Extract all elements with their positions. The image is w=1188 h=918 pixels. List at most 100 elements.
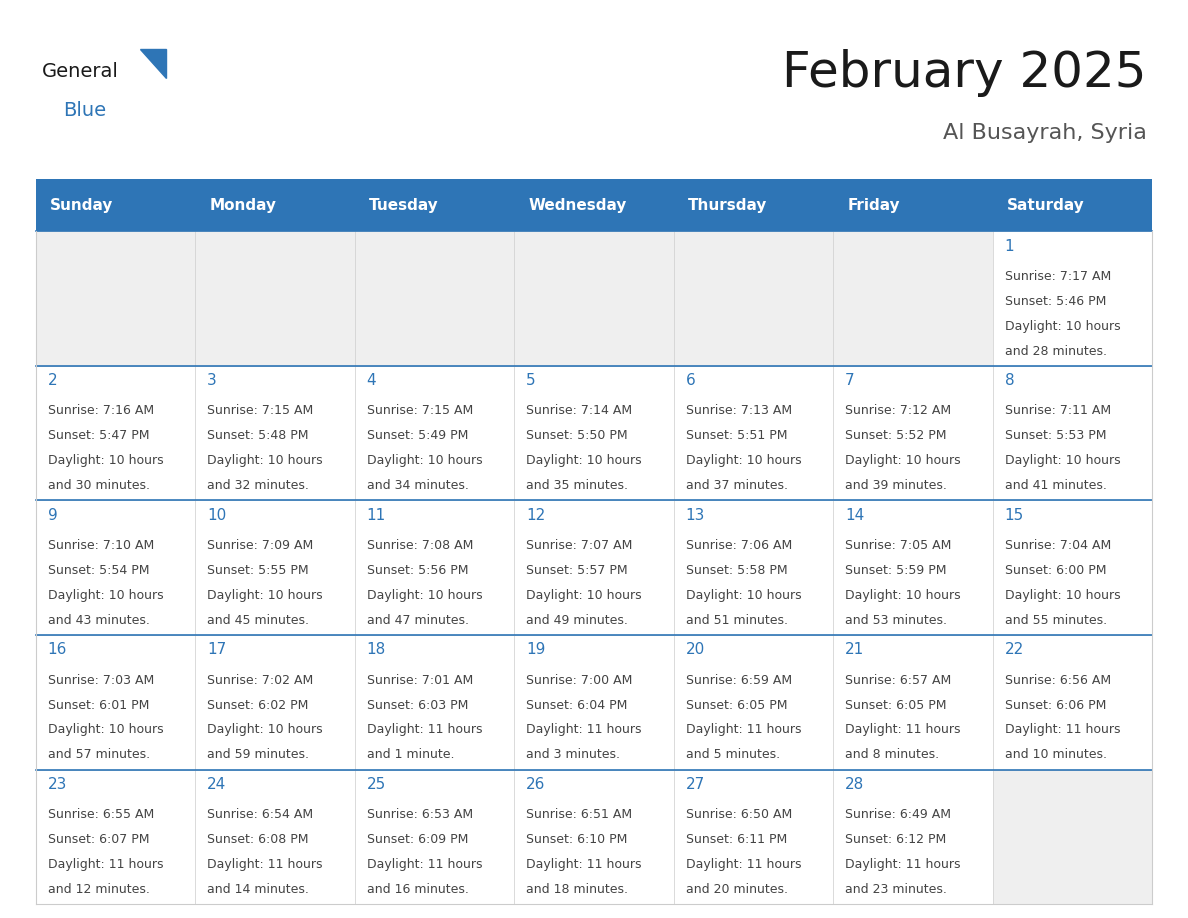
- Text: Thursday: Thursday: [688, 197, 767, 213]
- Text: Sunset: 6:10 PM: Sunset: 6:10 PM: [526, 834, 627, 846]
- Text: Sunset: 6:05 PM: Sunset: 6:05 PM: [845, 699, 947, 711]
- Bar: [514, 635, 674, 769]
- Text: Daylight: 11 hours: Daylight: 11 hours: [48, 858, 163, 871]
- Text: 4: 4: [367, 374, 377, 388]
- Text: Sunset: 6:02 PM: Sunset: 6:02 PM: [207, 699, 309, 711]
- Bar: [993, 635, 1152, 769]
- Bar: [833, 366, 993, 500]
- Text: 14: 14: [845, 508, 865, 523]
- Text: and 16 minutes.: and 16 minutes.: [367, 883, 468, 896]
- Text: Sunset: 5:46 PM: Sunset: 5:46 PM: [1005, 295, 1106, 308]
- Text: and 41 minutes.: and 41 minutes.: [1005, 479, 1106, 492]
- Text: 2: 2: [48, 374, 57, 388]
- Text: Sunset: 5:57 PM: Sunset: 5:57 PM: [526, 564, 627, 577]
- Text: and 23 minutes.: and 23 minutes.: [845, 883, 947, 896]
- Bar: [355, 769, 514, 904]
- Bar: [36, 366, 195, 500]
- Bar: [993, 366, 1152, 500]
- Text: Sunrise: 7:15 AM: Sunrise: 7:15 AM: [207, 405, 314, 418]
- Text: 15: 15: [1005, 508, 1024, 523]
- Text: Wednesday: Wednesday: [529, 197, 627, 213]
- Text: Daylight: 11 hours: Daylight: 11 hours: [845, 858, 961, 871]
- Text: Daylight: 11 hours: Daylight: 11 hours: [207, 858, 323, 871]
- Bar: [833, 769, 993, 904]
- Text: 21: 21: [845, 643, 865, 657]
- Text: Daylight: 10 hours: Daylight: 10 hours: [1005, 454, 1120, 467]
- Text: Sunrise: 6:57 AM: Sunrise: 6:57 AM: [845, 674, 952, 687]
- Text: February 2025: February 2025: [782, 50, 1146, 97]
- Text: Sunset: 5:52 PM: Sunset: 5:52 PM: [845, 430, 947, 442]
- Bar: [993, 500, 1152, 635]
- Text: Daylight: 10 hours: Daylight: 10 hours: [367, 588, 482, 602]
- Bar: [355, 500, 514, 635]
- Bar: [993, 769, 1152, 904]
- Bar: [195, 231, 355, 366]
- Text: Sunset: 6:11 PM: Sunset: 6:11 PM: [685, 834, 786, 846]
- Text: Sunrise: 7:08 AM: Sunrise: 7:08 AM: [367, 539, 473, 552]
- Text: and 47 minutes.: and 47 minutes.: [367, 614, 468, 627]
- Text: Daylight: 10 hours: Daylight: 10 hours: [685, 588, 801, 602]
- Text: Daylight: 11 hours: Daylight: 11 hours: [685, 723, 801, 736]
- Polygon shape: [140, 49, 166, 78]
- Text: Sunrise: 7:17 AM: Sunrise: 7:17 AM: [1005, 270, 1111, 283]
- Text: Daylight: 11 hours: Daylight: 11 hours: [845, 723, 961, 736]
- Text: Al Busayrah, Syria: Al Busayrah, Syria: [942, 123, 1146, 143]
- Text: Daylight: 10 hours: Daylight: 10 hours: [1005, 319, 1120, 332]
- Text: 13: 13: [685, 508, 704, 523]
- Text: 23: 23: [48, 777, 67, 792]
- Text: Sunrise: 7:04 AM: Sunrise: 7:04 AM: [1005, 539, 1111, 552]
- Text: Sunrise: 7:13 AM: Sunrise: 7:13 AM: [685, 405, 791, 418]
- Text: Sunrise: 7:06 AM: Sunrise: 7:06 AM: [685, 539, 792, 552]
- Text: Sunset: 6:08 PM: Sunset: 6:08 PM: [207, 834, 309, 846]
- Text: Daylight: 11 hours: Daylight: 11 hours: [1005, 723, 1120, 736]
- Bar: [674, 500, 833, 635]
- Text: Sunrise: 7:00 AM: Sunrise: 7:00 AM: [526, 674, 632, 687]
- Text: and 57 minutes.: and 57 minutes.: [48, 748, 150, 761]
- Text: Blue: Blue: [63, 101, 106, 119]
- Text: Sunset: 5:47 PM: Sunset: 5:47 PM: [48, 430, 148, 442]
- Text: 11: 11: [367, 508, 386, 523]
- Text: Sunset: 6:12 PM: Sunset: 6:12 PM: [845, 834, 947, 846]
- Text: Saturday: Saturday: [1007, 197, 1085, 213]
- Text: and 34 minutes.: and 34 minutes.: [367, 479, 468, 492]
- Text: Sunset: 5:53 PM: Sunset: 5:53 PM: [1005, 430, 1106, 442]
- Bar: [514, 366, 674, 500]
- Text: and 10 minutes.: and 10 minutes.: [1005, 748, 1107, 761]
- Bar: [514, 769, 674, 904]
- Text: 22: 22: [1005, 643, 1024, 657]
- Text: Sunrise: 6:50 AM: Sunrise: 6:50 AM: [685, 808, 792, 822]
- Text: 8: 8: [1005, 374, 1015, 388]
- Bar: [36, 500, 195, 635]
- Text: Sunrise: 7:10 AM: Sunrise: 7:10 AM: [48, 539, 153, 552]
- Text: and 5 minutes.: and 5 minutes.: [685, 748, 779, 761]
- Text: and 55 minutes.: and 55 minutes.: [1005, 614, 1107, 627]
- Text: and 30 minutes.: and 30 minutes.: [48, 479, 150, 492]
- Text: and 8 minutes.: and 8 minutes.: [845, 748, 940, 761]
- Text: and 53 minutes.: and 53 minutes.: [845, 614, 947, 627]
- Bar: [833, 231, 993, 366]
- Text: and 45 minutes.: and 45 minutes.: [207, 614, 309, 627]
- Bar: [833, 635, 993, 769]
- Text: and 35 minutes.: and 35 minutes.: [526, 479, 628, 492]
- Bar: [514, 231, 674, 366]
- Text: Sunrise: 7:07 AM: Sunrise: 7:07 AM: [526, 539, 632, 552]
- Text: Sunset: 6:07 PM: Sunset: 6:07 PM: [48, 834, 148, 846]
- Text: Sunset: 5:48 PM: Sunset: 5:48 PM: [207, 430, 309, 442]
- Text: 27: 27: [685, 777, 704, 792]
- Text: Sunrise: 7:12 AM: Sunrise: 7:12 AM: [845, 405, 952, 418]
- Text: Daylight: 10 hours: Daylight: 10 hours: [1005, 588, 1120, 602]
- Bar: [36, 769, 195, 904]
- Text: and 20 minutes.: and 20 minutes.: [685, 883, 788, 896]
- Bar: [195, 366, 355, 500]
- Text: Sunrise: 7:15 AM: Sunrise: 7:15 AM: [367, 405, 473, 418]
- Text: Sunset: 6:05 PM: Sunset: 6:05 PM: [685, 699, 788, 711]
- Text: 10: 10: [207, 508, 226, 523]
- Text: and 43 minutes.: and 43 minutes.: [48, 614, 150, 627]
- Text: General: General: [42, 62, 119, 81]
- Text: 20: 20: [685, 643, 704, 657]
- Text: 19: 19: [526, 643, 545, 657]
- Text: Daylight: 11 hours: Daylight: 11 hours: [367, 723, 482, 736]
- Text: Sunset: 6:01 PM: Sunset: 6:01 PM: [48, 699, 148, 711]
- Bar: [674, 635, 833, 769]
- Bar: [195, 500, 355, 635]
